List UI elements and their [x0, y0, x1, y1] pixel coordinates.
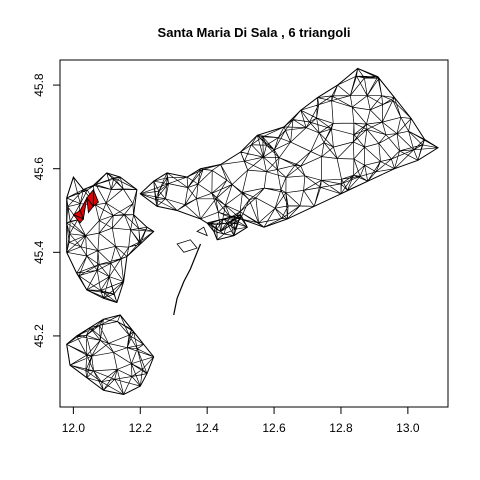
- mesh-region-outline: [66, 172, 155, 304]
- islet: [196, 226, 208, 237]
- highlighted-triangle: [86, 196, 94, 214]
- x-tick-label: 12.6: [262, 421, 286, 435]
- y-tick-label: 45.4: [32, 240, 46, 264]
- y-tick-label: 45.8: [32, 73, 46, 97]
- x-axis: 12.0 12.2 12.4 12.6 12.8 13.0: [62, 406, 420, 435]
- y-tick-label: 45.6: [32, 157, 46, 181]
- highlighted-triangle: [79, 197, 88, 221]
- x-tick-label: 12.8: [329, 421, 353, 435]
- triangulation-mesh: [66, 67, 439, 396]
- highlighted-triangle: [73, 214, 85, 224]
- mesh-region-outline: [139, 67, 439, 232]
- mesh-region-outline: [206, 214, 248, 241]
- x-tick-label: 13.0: [396, 421, 420, 435]
- islet: [176, 239, 198, 253]
- mesh-region-edges: [66, 314, 154, 395]
- mesh-region-outline: [66, 314, 155, 396]
- y-tick-label: 45.2: [32, 324, 46, 348]
- x-tick-label: 12.2: [129, 421, 153, 435]
- x-tick-label: 12.4: [195, 421, 219, 435]
- mesh-region-edges: [140, 68, 439, 232]
- barrier-island: [173, 243, 202, 316]
- highlighted-triangle: [93, 189, 99, 208]
- x-tick-label: 12.0: [62, 421, 86, 435]
- chart-title: Santa Maria Di Sala , 6 triangoli: [158, 25, 351, 40]
- y-axis: 45.2 45.4 45.6 45.8: [32, 73, 61, 348]
- mesh-region-edges: [66, 172, 154, 303]
- highlighted-triangles: [72, 188, 99, 224]
